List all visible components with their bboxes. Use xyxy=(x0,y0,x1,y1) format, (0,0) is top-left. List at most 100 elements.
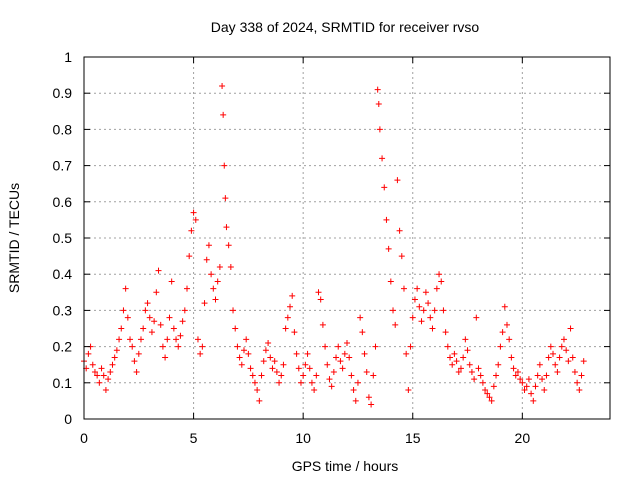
y-tick-label: 0.3 xyxy=(53,302,73,318)
data-point-marker xyxy=(440,307,447,314)
data-point-marker xyxy=(519,379,526,386)
data-point-marker xyxy=(127,336,134,343)
data-point-marker xyxy=(475,365,482,372)
data-point-marker xyxy=(477,372,484,379)
data-point-marker xyxy=(94,372,101,379)
data-point-marker xyxy=(192,216,199,223)
data-point-marker xyxy=(142,307,149,314)
data-point-marker xyxy=(493,372,500,379)
data-point-marker xyxy=(144,300,151,307)
data-point-marker xyxy=(122,285,129,292)
data-point-marker xyxy=(490,383,497,390)
data-point-marker xyxy=(447,354,454,361)
data-point-marker xyxy=(297,379,304,386)
data-point-marker xyxy=(96,379,103,386)
data-point-marker xyxy=(175,343,182,350)
data-point-marker xyxy=(341,350,348,357)
data-point-marker xyxy=(280,361,287,368)
data-point-marker xyxy=(236,354,243,361)
x-tick-label: 20 xyxy=(515,430,531,446)
data-point-marker xyxy=(234,343,241,350)
data-point-marker xyxy=(375,101,382,108)
data-point-marker xyxy=(508,354,515,361)
data-point-marker xyxy=(308,379,315,386)
data-point-marker xyxy=(528,390,535,397)
data-point-marker xyxy=(580,358,587,365)
data-point-marker xyxy=(208,271,215,278)
data-point-marker xyxy=(304,350,311,357)
data-point-marker xyxy=(543,372,550,379)
data-point-marker xyxy=(400,285,407,292)
data-point-marker xyxy=(166,314,173,321)
data-point-marker xyxy=(220,111,227,118)
data-point-marker xyxy=(315,289,322,296)
data-point-marker xyxy=(554,368,561,375)
data-point-marker xyxy=(339,365,346,372)
data-point-marker xyxy=(262,347,269,354)
data-point-marker xyxy=(111,354,118,361)
data-point-marker xyxy=(359,329,366,336)
data-point-marker xyxy=(227,263,234,270)
data-point-marker xyxy=(405,387,412,394)
data-point-marker xyxy=(245,350,252,357)
data-point-marker xyxy=(155,267,162,274)
data-point-marker xyxy=(179,318,186,325)
data-point-marker xyxy=(184,285,191,292)
data-point-marker xyxy=(324,361,331,368)
data-point-marker xyxy=(109,361,116,368)
y-tick-label: 0.5 xyxy=(53,230,73,246)
data-point-marker xyxy=(571,368,578,375)
x-tick-label: 10 xyxy=(295,430,311,446)
data-point-marker xyxy=(425,300,432,307)
data-point-marker xyxy=(497,343,504,350)
y-tick-label: 0.8 xyxy=(53,121,73,137)
data-point-marker xyxy=(181,307,188,314)
data-point-marker xyxy=(100,372,107,379)
data-point-marker xyxy=(311,387,318,394)
data-point-marker xyxy=(560,336,567,343)
data-point-marker xyxy=(418,318,425,325)
data-point-marker xyxy=(547,343,554,350)
x-tick-labels: 0 5 10 15 20 xyxy=(80,430,530,446)
data-point-marker xyxy=(563,347,570,354)
data-point-marker xyxy=(219,82,226,89)
data-point-marker xyxy=(416,303,423,310)
grid-layer xyxy=(84,57,610,419)
data-point-marker xyxy=(216,263,223,270)
data-point-marker xyxy=(501,303,508,310)
data-point-marker xyxy=(374,86,381,93)
data-point-marker xyxy=(333,354,340,361)
data-point-marker xyxy=(451,350,458,357)
data-point-marker xyxy=(545,354,552,361)
data-point-marker xyxy=(131,358,138,365)
data-point-marker xyxy=(565,358,572,365)
data-point-marker xyxy=(438,278,445,285)
data-point-marker xyxy=(567,325,574,332)
data-point-marker xyxy=(238,361,245,368)
data-point-marker xyxy=(295,365,302,372)
data-point-marker xyxy=(222,195,229,202)
x-axis-title: GPS time / hours xyxy=(292,458,399,474)
x-tick-label: 5 xyxy=(190,430,198,446)
data-point-marker xyxy=(468,368,475,375)
data-point-marker xyxy=(269,365,276,372)
data-point-marker xyxy=(287,303,294,310)
data-point-marker xyxy=(313,372,320,379)
y-tick-label: 0.6 xyxy=(53,194,73,210)
data-point-marker xyxy=(482,387,489,394)
data-point-marker xyxy=(107,368,114,375)
plot-frame xyxy=(83,56,611,420)
data-point-marker xyxy=(330,368,337,375)
data-point-marker xyxy=(249,372,256,379)
data-point-marker xyxy=(271,358,278,365)
data-point-marker xyxy=(460,354,467,361)
data-point-marker xyxy=(223,224,230,231)
data-point-marker xyxy=(188,227,195,234)
data-point-marker xyxy=(326,376,333,383)
data-point-marker xyxy=(558,343,565,350)
data-point-marker xyxy=(102,387,109,394)
data-point-marker xyxy=(350,387,357,394)
data-point-marker xyxy=(433,285,440,292)
data-point-marker xyxy=(254,387,261,394)
